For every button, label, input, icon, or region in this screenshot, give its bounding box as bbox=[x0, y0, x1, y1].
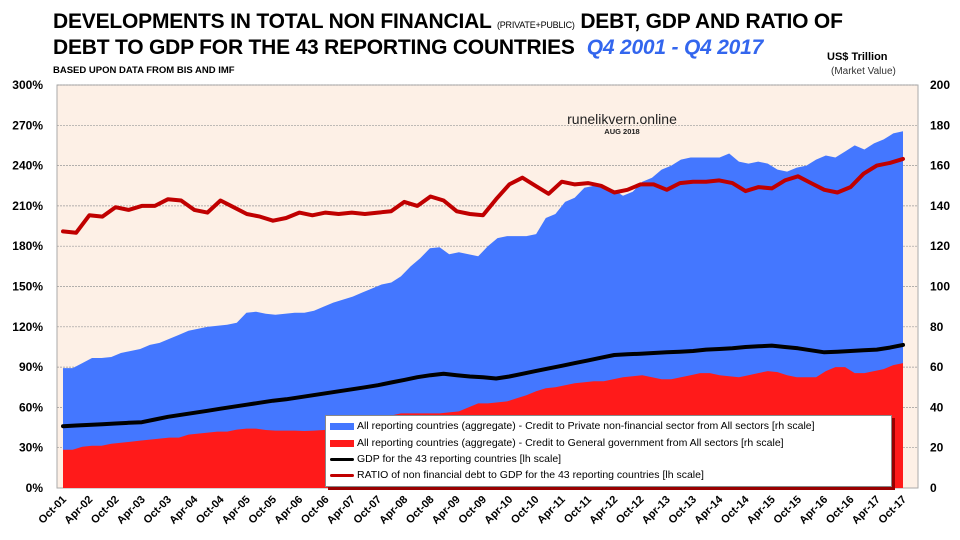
x-tick-label: Oct-10 bbox=[509, 494, 542, 527]
x-tick-label: Apr-06 bbox=[272, 494, 305, 527]
chart-subtitle: BASED UPON DATA FROM BIS AND IMF bbox=[53, 65, 235, 76]
gdp-line bbox=[61, 342, 905, 429]
x-tick-label: Apr-02 bbox=[62, 494, 95, 527]
y-left-tick-label: 60% bbox=[19, 400, 43, 414]
legend-label-ratio: RATIO of non financial debt to GDP for t… bbox=[357, 469, 704, 481]
title-line1-end: DEBT, GDP AND RATIO OF bbox=[580, 10, 843, 33]
watermark-site: runelikvern.online bbox=[567, 111, 677, 127]
x-tick-label: Apr-16 bbox=[797, 494, 830, 527]
line-series bbox=[61, 156, 905, 429]
right-axis-subtitle: (Market Value) bbox=[831, 66, 896, 77]
y-right-tick-label: 0 bbox=[930, 481, 937, 495]
watermark-date: AUG 2018 bbox=[604, 127, 639, 136]
y-right-tick-label: 160 bbox=[930, 159, 950, 173]
y-left-tick-label: 300% bbox=[12, 78, 43, 92]
x-tick-label: Oct-17 bbox=[876, 494, 909, 527]
x-tick-label: Apr-09 bbox=[430, 494, 463, 527]
legend-swatch-government bbox=[330, 439, 354, 447]
y-right-tick-label: 180 bbox=[930, 118, 950, 132]
x-tick-label: Apr-12 bbox=[587, 494, 620, 527]
legend: All reporting countries (aggregate) - Cr… bbox=[325, 415, 892, 487]
legend-item-gdp: GDP for the 43 reporting countries [lh s… bbox=[330, 451, 561, 467]
y-left-tick-label: 210% bbox=[12, 199, 43, 213]
y-axis-right: 0 20 40 60 80 100 120 140 160 180 200 bbox=[930, 78, 950, 495]
x-tick-label: Apr-15 bbox=[745, 494, 778, 527]
y-left-tick-label: 150% bbox=[12, 280, 43, 294]
legend-label-gdp: GDP for the 43 reporting countries [lh s… bbox=[357, 453, 562, 465]
x-tick-label: Apr-08 bbox=[377, 494, 410, 527]
x-tick-label: Apr-14 bbox=[692, 493, 726, 527]
legend-item-government: All reporting countries (aggregate) - Cr… bbox=[330, 435, 784, 451]
x-axis: Oct-01Apr-02Oct-02Apr-03Oct-03Apr-04Oct-… bbox=[36, 493, 909, 527]
y-right-tick-label: 40 bbox=[930, 400, 944, 414]
title-line1-main: DEVELOPMENTS IN TOTAL NON FINANCIAL bbox=[53, 10, 492, 33]
legend-swatch-gdp bbox=[330, 457, 354, 461]
y-left-tick-label: 30% bbox=[19, 441, 43, 455]
y-right-tick-label: 200 bbox=[930, 78, 950, 92]
y-right-tick-label: 80 bbox=[930, 320, 944, 334]
y-left-tick-label: 270% bbox=[12, 118, 43, 132]
x-tick-label: Apr-05 bbox=[220, 494, 253, 527]
x-tick-label: Apr-11 bbox=[535, 494, 568, 527]
legend-label-government: All reporting countries (aggregate) - Cr… bbox=[357, 437, 784, 449]
y-left-tick-label: 240% bbox=[12, 159, 43, 173]
x-tick-label: Apr-04 bbox=[167, 493, 201, 527]
y-left-tick-label: 90% bbox=[19, 360, 43, 374]
x-tick-label: Apr-10 bbox=[482, 494, 515, 527]
y-left-tick-label: 180% bbox=[12, 239, 43, 253]
x-tick-label: Apr-07 bbox=[325, 494, 358, 527]
y-right-tick-label: 60 bbox=[930, 360, 944, 374]
y-right-tick-label: 20 bbox=[930, 441, 944, 455]
y-right-tick-label: 100 bbox=[930, 280, 950, 294]
legend-swatch-private bbox=[330, 422, 354, 430]
y-axis-left: 0% 30% 60% 90% 120% 150% 180% 210% 240% 270% 300% bbox=[12, 78, 43, 495]
legend-label-private: All reporting countries (aggregate) - Cr… bbox=[357, 420, 815, 432]
y-left-tick-label: 0% bbox=[26, 481, 44, 495]
y-left-tick-label: 120% bbox=[12, 320, 43, 334]
right-axis-title: US$ Trillion bbox=[827, 51, 888, 63]
chart-title-line2: DEBT TO GDP FOR THE 43 REPORTING COUNTRI… bbox=[53, 36, 763, 60]
legend-item-private: All reporting countries (aggregate) - Cr… bbox=[330, 418, 815, 434]
x-tick-label: Apr-13 bbox=[640, 494, 673, 527]
legend-item-ratio: RATIO of non financial debt to GDP for t… bbox=[330, 467, 704, 483]
title-period: Q4 2001 - Q4 2017 bbox=[586, 36, 764, 59]
x-tick-label: Apr-03 bbox=[115, 494, 148, 527]
legend-swatch-ratio bbox=[330, 473, 354, 477]
title-line1-small: (PRIVATE+PUBLIC) bbox=[496, 20, 575, 30]
y-right-tick-label: 140 bbox=[930, 199, 950, 213]
x-tick-label: Apr-17 bbox=[850, 494, 883, 527]
title-line2-main: DEBT TO GDP FOR THE 43 REPORTING COUNTRI… bbox=[53, 36, 575, 59]
chart-title-line1: DEVELOPMENTS IN TOTAL NON FINANCIAL (PRI… bbox=[53, 10, 843, 34]
ratio-line bbox=[61, 156, 905, 235]
y-right-tick-label: 120 bbox=[930, 239, 950, 253]
